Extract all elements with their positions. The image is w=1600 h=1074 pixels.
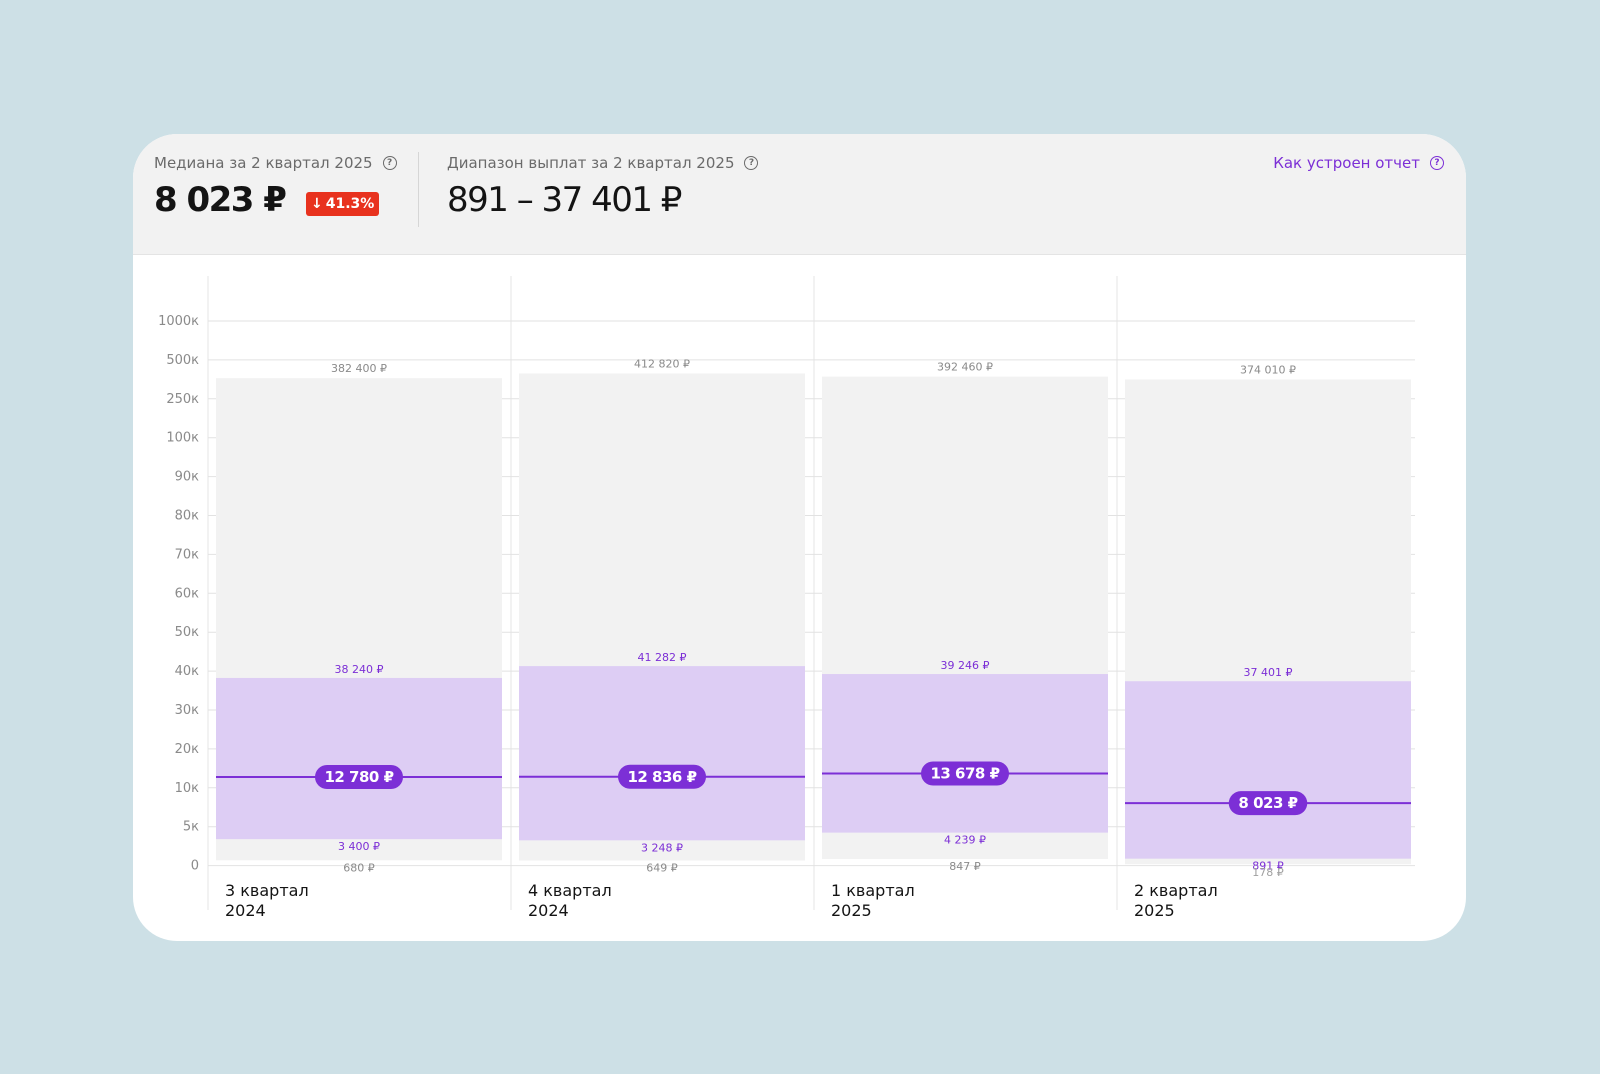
min-value-label: 178 ₽ (1252, 866, 1284, 879)
arrow-down-icon: ↓ (311, 196, 323, 212)
median-value-label: 12 836 ₽ (627, 768, 696, 786)
max-value-label: 412 820 ₽ (634, 357, 690, 370)
period-label: 2 квартал 2025 (1134, 881, 1218, 921)
min-value-label: 847 ₽ (949, 860, 981, 873)
min-value-label: 649 ₽ (646, 862, 678, 875)
y-tick-label: 1000к (158, 314, 199, 329)
question-circle-icon[interactable]: ? (744, 156, 759, 170)
period-quarter: 4 квартал (528, 881, 612, 900)
upper-percentile-label: 37 401 ₽ (1244, 666, 1293, 679)
percentile-range-bar (216, 677, 502, 840)
upper-percentile-label: 39 246 ₽ (941, 659, 990, 672)
salary-report-card: Медиана за 2 квартал 2025 ? 8 023 ₽ ↓ 41… (133, 134, 1466, 941)
period-quarter: 3 квартал (225, 881, 309, 900)
y-tick-label: 50к (175, 625, 200, 640)
change-value: 41.3% (325, 196, 375, 212)
y-tick-label: 5к (183, 820, 199, 835)
period-label: 4 квартал 2024 (528, 881, 612, 921)
period-quarter: 2 квартал (1134, 881, 1218, 900)
median-pill (921, 761, 1009, 786)
y-tick-label: 70к (175, 547, 200, 562)
max-value-label: 382 400 ₽ (331, 362, 387, 375)
change-badge: ↓ 41.3% (306, 192, 380, 216)
min-value-label: 680 ₽ (343, 861, 375, 874)
median-stat: Медиана за 2 квартал 2025 ? 8 023 ₽ ↓ 41… (154, 134, 414, 255)
y-tick-label: 40к (175, 664, 200, 679)
y-tick-label: 30к (175, 703, 200, 718)
median-pill (1228, 791, 1308, 816)
question-circle-icon[interactable]: ? (1430, 156, 1444, 170)
y-tick-label: 20к (175, 742, 200, 757)
y-tick-label: 100к (166, 431, 199, 446)
payout-range-chart: 1000к 500к 250к 100к 90к 80к 70к 60к 50к 40к 30к 20… (158, 276, 1415, 910)
period-year: 2024 (528, 901, 569, 920)
y-tick-label: 80к (175, 509, 200, 524)
range-label-row: Диапазон выплат за 2 квартал 2025 ? (447, 154, 759, 172)
y-tick-label: 10к (175, 781, 200, 796)
period-year: 2024 (225, 901, 266, 920)
median-pill (315, 764, 403, 789)
report-link-label[interactable]: Как устроен отчет (1273, 154, 1420, 172)
question-circle-icon[interactable]: ? (382, 156, 397, 170)
median-value-label: 13 678 ₽ (930, 764, 999, 782)
period-label: 3 квартал 2024 (225, 881, 309, 921)
header-divider (418, 152, 419, 227)
median-value-label: 8 023 ₽ (1238, 794, 1297, 812)
range-value: 891 – 37 401 ₽ (447, 180, 682, 220)
report-info-link[interactable]: Как устроен отчет ? (1273, 154, 1444, 172)
median-value: 8 023 ₽ (154, 180, 287, 220)
upper-percentile-label: 38 240 ₽ (335, 663, 384, 676)
max-value-label: 374 010 ₽ (1240, 364, 1296, 377)
lower-percentile-label: 4 239 ₽ (944, 834, 986, 847)
median-pill (618, 764, 706, 789)
range-stat: Диапазон выплат за 2 квартал 2025 ? 891 … (447, 134, 847, 255)
percentile-range-bar (822, 674, 1108, 833)
period-year: 2025 (1134, 901, 1175, 920)
median-label-row: Медиана за 2 квартал 2025 ? (154, 154, 397, 172)
range-label: Диапазон выплат за 2 квартал 2025 (447, 154, 735, 172)
period-quarter: 1 квартал (831, 881, 915, 900)
lower-percentile-label: 891 ₽ (1252, 860, 1284, 873)
y-tick-label: 0 (191, 859, 199, 874)
max-value-label: 392 460 ₽ (937, 361, 993, 374)
percentile-range-bar (519, 666, 805, 841)
period-year: 2025 (831, 901, 872, 920)
y-tick-label: 90к (175, 470, 200, 485)
upper-percentile-label: 41 282 ₽ (638, 651, 687, 664)
report-header: Медиана за 2 квартал 2025 ? 8 023 ₽ ↓ 41… (133, 134, 1466, 255)
lower-percentile-label: 3 400 ₽ (338, 840, 380, 853)
y-tick-label: 500к (166, 353, 199, 368)
y-tick-label: 60к (175, 586, 200, 601)
y-tick-label: 250к (166, 392, 199, 407)
lower-percentile-label: 3 248 ₽ (641, 841, 683, 854)
median-value-label: 12 780 ₽ (324, 768, 393, 786)
period-label: 1 квартал 2025 (831, 881, 915, 921)
percentile-range-bar (1125, 681, 1411, 859)
median-label: Медиана за 2 квартал 2025 (154, 154, 373, 172)
